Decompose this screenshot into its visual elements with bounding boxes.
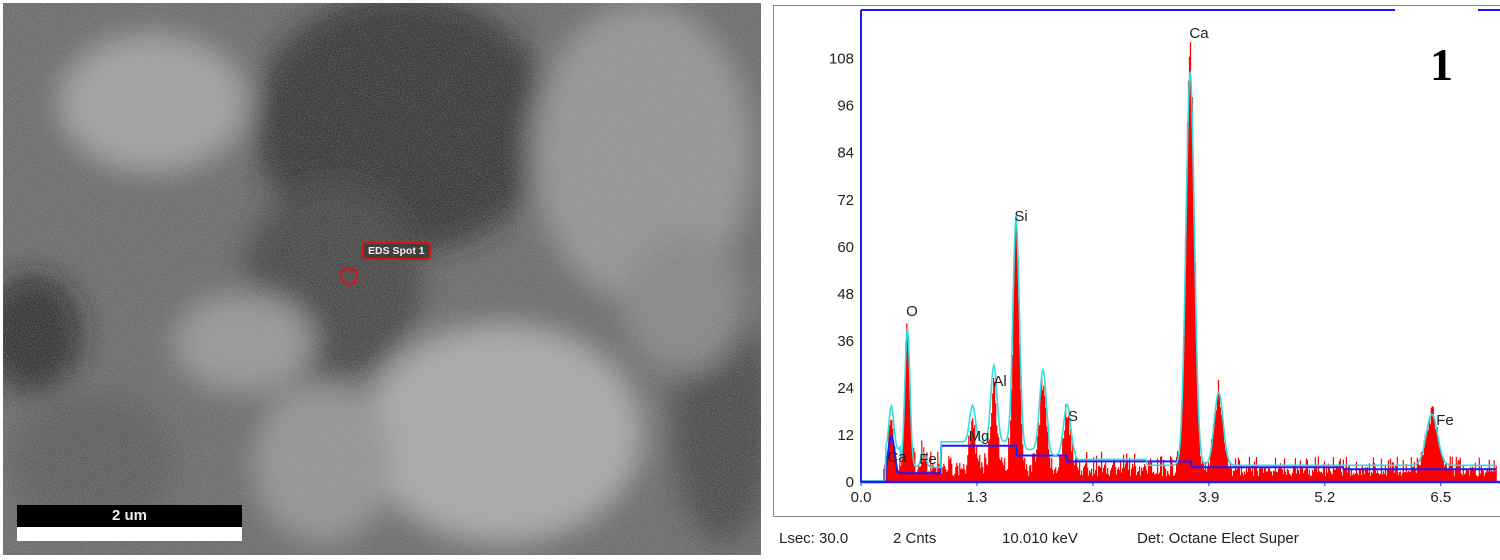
sem-texture	[3, 3, 761, 555]
y-axis-ticks: 0 12 24 36 48 60 72 84 96 108	[829, 51, 854, 491]
y-tick-label: 96	[837, 98, 854, 115]
status-detector: Det: Octane Elect Super	[1137, 530, 1299, 547]
y-tick-label: 0	[846, 474, 854, 491]
status-energy: 10.010 keV	[1002, 530, 1078, 547]
status-counts: 2 Cnts	[893, 530, 937, 547]
scale-bar-line	[17, 527, 242, 541]
peak-labels: Ca O Fe Mg Al Si S Ca Fe	[887, 25, 1453, 468]
peak-label-si: Si	[1014, 208, 1027, 225]
y-tick-label: 48	[837, 286, 854, 303]
x-tick-label: 6.5	[1430, 489, 1451, 506]
peak-label-o: O	[906, 303, 918, 320]
spectrum-bars	[882, 42, 1497, 481]
peak-label-fe: Fe	[1436, 412, 1454, 429]
x-tick-label: 2.6	[1082, 489, 1103, 506]
peak-label-ca: Ca	[887, 449, 907, 466]
y-tick-label: 24	[837, 380, 854, 397]
sem-micrograph: EDS Spot 1 2 um	[3, 3, 761, 555]
peak-label-al: Al	[993, 373, 1006, 390]
peak-label-mg: Mg	[969, 428, 990, 445]
x-tick-label: 5.2	[1314, 489, 1335, 506]
y-tick-label: 108	[829, 51, 854, 68]
status-lsec: Lsec: 30.0	[779, 530, 849, 547]
scale-bar-label: 2 um	[17, 505, 242, 527]
y-tick-label: 60	[837, 239, 854, 256]
scale-bar: 2 um	[17, 505, 242, 541]
x-tick-label: 0.0	[851, 489, 872, 506]
peak-label-s: S	[1068, 408, 1078, 425]
y-tick-label: 36	[837, 333, 854, 350]
background-fit-line	[883, 433, 1497, 482]
peak-label-ca: Ca	[1189, 25, 1209, 42]
eds-spot-label[interactable]: EDS Spot 1	[362, 242, 431, 260]
panel-number: 1	[1430, 39, 1453, 90]
peak-fit-line	[861, 71, 1497, 482]
y-tick-label: 84	[837, 145, 854, 162]
peak-label-fe: Fe	[919, 451, 937, 468]
x-axis-ticks: 0.0 1.3 2.6 3.9 5.2 6.5	[851, 482, 1451, 506]
y-tick-label: 72	[837, 192, 854, 209]
x-tick-label: 1.3	[967, 489, 988, 506]
eds-spot-marker[interactable]	[340, 267, 358, 285]
x-tick-label: 3.9	[1198, 489, 1219, 506]
y-tick-label: 12	[837, 427, 854, 444]
